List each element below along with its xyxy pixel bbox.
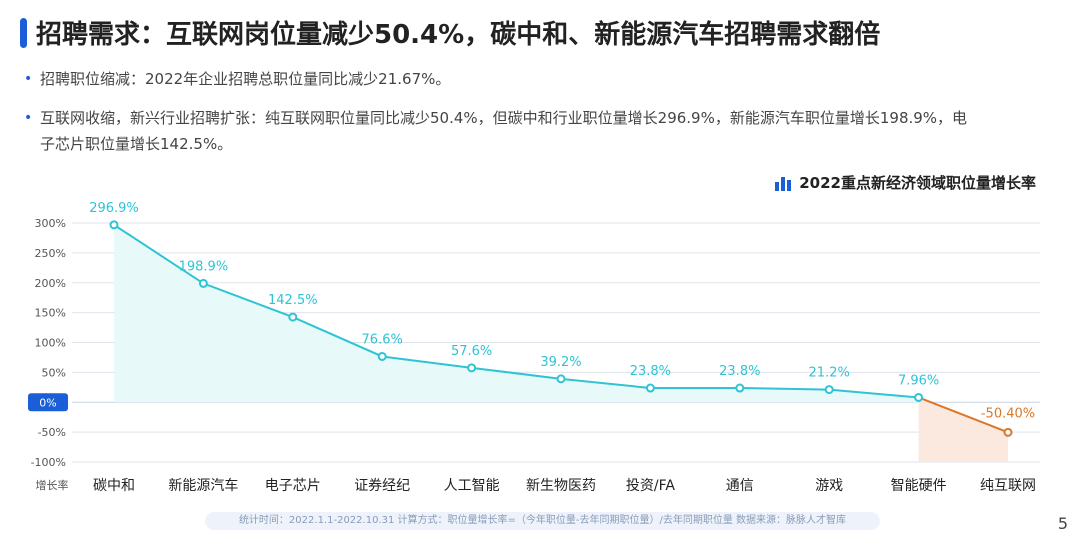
page-title: 招聘需求：互联网岗位量减少50.4%，碳中和、新能源汽车招聘需求翻倍 (36, 20, 881, 50)
data-point (645, 383, 655, 393)
data-label: 23.8% (719, 364, 760, 379)
data-point (735, 383, 745, 393)
data-point (824, 385, 834, 395)
footer-note: 统计时间：2022.1.1-2022.10.31 计算方式：职位量增长率=（今年… (205, 512, 880, 530)
data-label: 198.9% (179, 259, 229, 274)
bar-chart-icon (775, 175, 792, 191)
x-tick-label: 新生物医药 (526, 478, 596, 494)
data-point (1003, 427, 1013, 437)
area-fill-negative (918, 397, 1008, 462)
data-label: 142.5% (268, 293, 318, 308)
bullet-dot-icon: • (24, 71, 33, 87)
x-tick-label: 人工智能 (444, 478, 500, 494)
x-tick-label: 电子芯片 (265, 478, 321, 494)
zero-tick-badge (28, 393, 68, 412)
x-tick-label: 通信 (726, 478, 754, 494)
data-point (556, 374, 566, 384)
y-tick-label: 150% (35, 307, 66, 320)
data-label: 21.2% (809, 366, 850, 381)
data-label: -50.40% (981, 406, 1035, 421)
data-label: 23.8% (630, 364, 671, 379)
y-tick-label: 200% (35, 277, 66, 290)
data-point (288, 312, 298, 322)
x-tick-label: 投资/FA (626, 478, 675, 494)
title-accent-bar (20, 18, 27, 48)
x-tick-label: 碳中和 (93, 478, 135, 494)
y-tick-label: 100% (35, 337, 66, 350)
bullet-text-2-continued: 子芯片职位量增长142.5%。 (40, 135, 233, 153)
bullet-text-2: 互联网收缩，新兴行业招聘扩张：纯互联网职位量同比减少50.4%，但碳中和行业职位… (40, 109, 968, 127)
data-label: 296.9% (89, 201, 139, 216)
data-label: 76.6% (362, 332, 403, 347)
y-tick-label: 250% (35, 247, 66, 260)
x-tick-label: 智能硬件 (891, 478, 947, 494)
y-tick-label: 300% (35, 217, 66, 230)
x-tick-label: 证券经纪 (354, 478, 410, 494)
data-point (109, 220, 119, 230)
bullet-text-1: 招聘职位缩减：2022年企业招聘总职位量同比减少21.67%。 (40, 70, 451, 88)
legend-label: 2022重点新经济领域职位量增长率 (799, 174, 1036, 192)
data-label: 39.2% (540, 355, 581, 370)
x-tick-label: 纯互联网 (980, 478, 1036, 494)
x-tick-label: 新能源汽车 (168, 477, 238, 494)
page-number: 5 (1057, 514, 1068, 533)
series-line-positive (113, 224, 919, 399)
data-point (198, 278, 208, 288)
data-point (914, 392, 924, 402)
y-tick-label: -100% (31, 456, 66, 469)
y-tick-label: -50% (38, 426, 66, 439)
data-label: 7.96% (898, 373, 939, 388)
x-tick-label: 游戏 (815, 478, 843, 494)
data-point (377, 351, 387, 361)
chart-legend: 2022重点新经济领域职位量增长率 (775, 172, 1036, 193)
y-tick-label: 0% (39, 396, 56, 409)
data-label: 57.6% (451, 344, 492, 359)
data-point (467, 363, 477, 373)
series-line-negative (918, 396, 1009, 434)
bullet-dot-icon: • (24, 110, 33, 126)
y-tick-label: 50% (42, 366, 66, 379)
y-axis-label: 增长率 (36, 478, 69, 492)
area-fill-positive (114, 224, 919, 403)
